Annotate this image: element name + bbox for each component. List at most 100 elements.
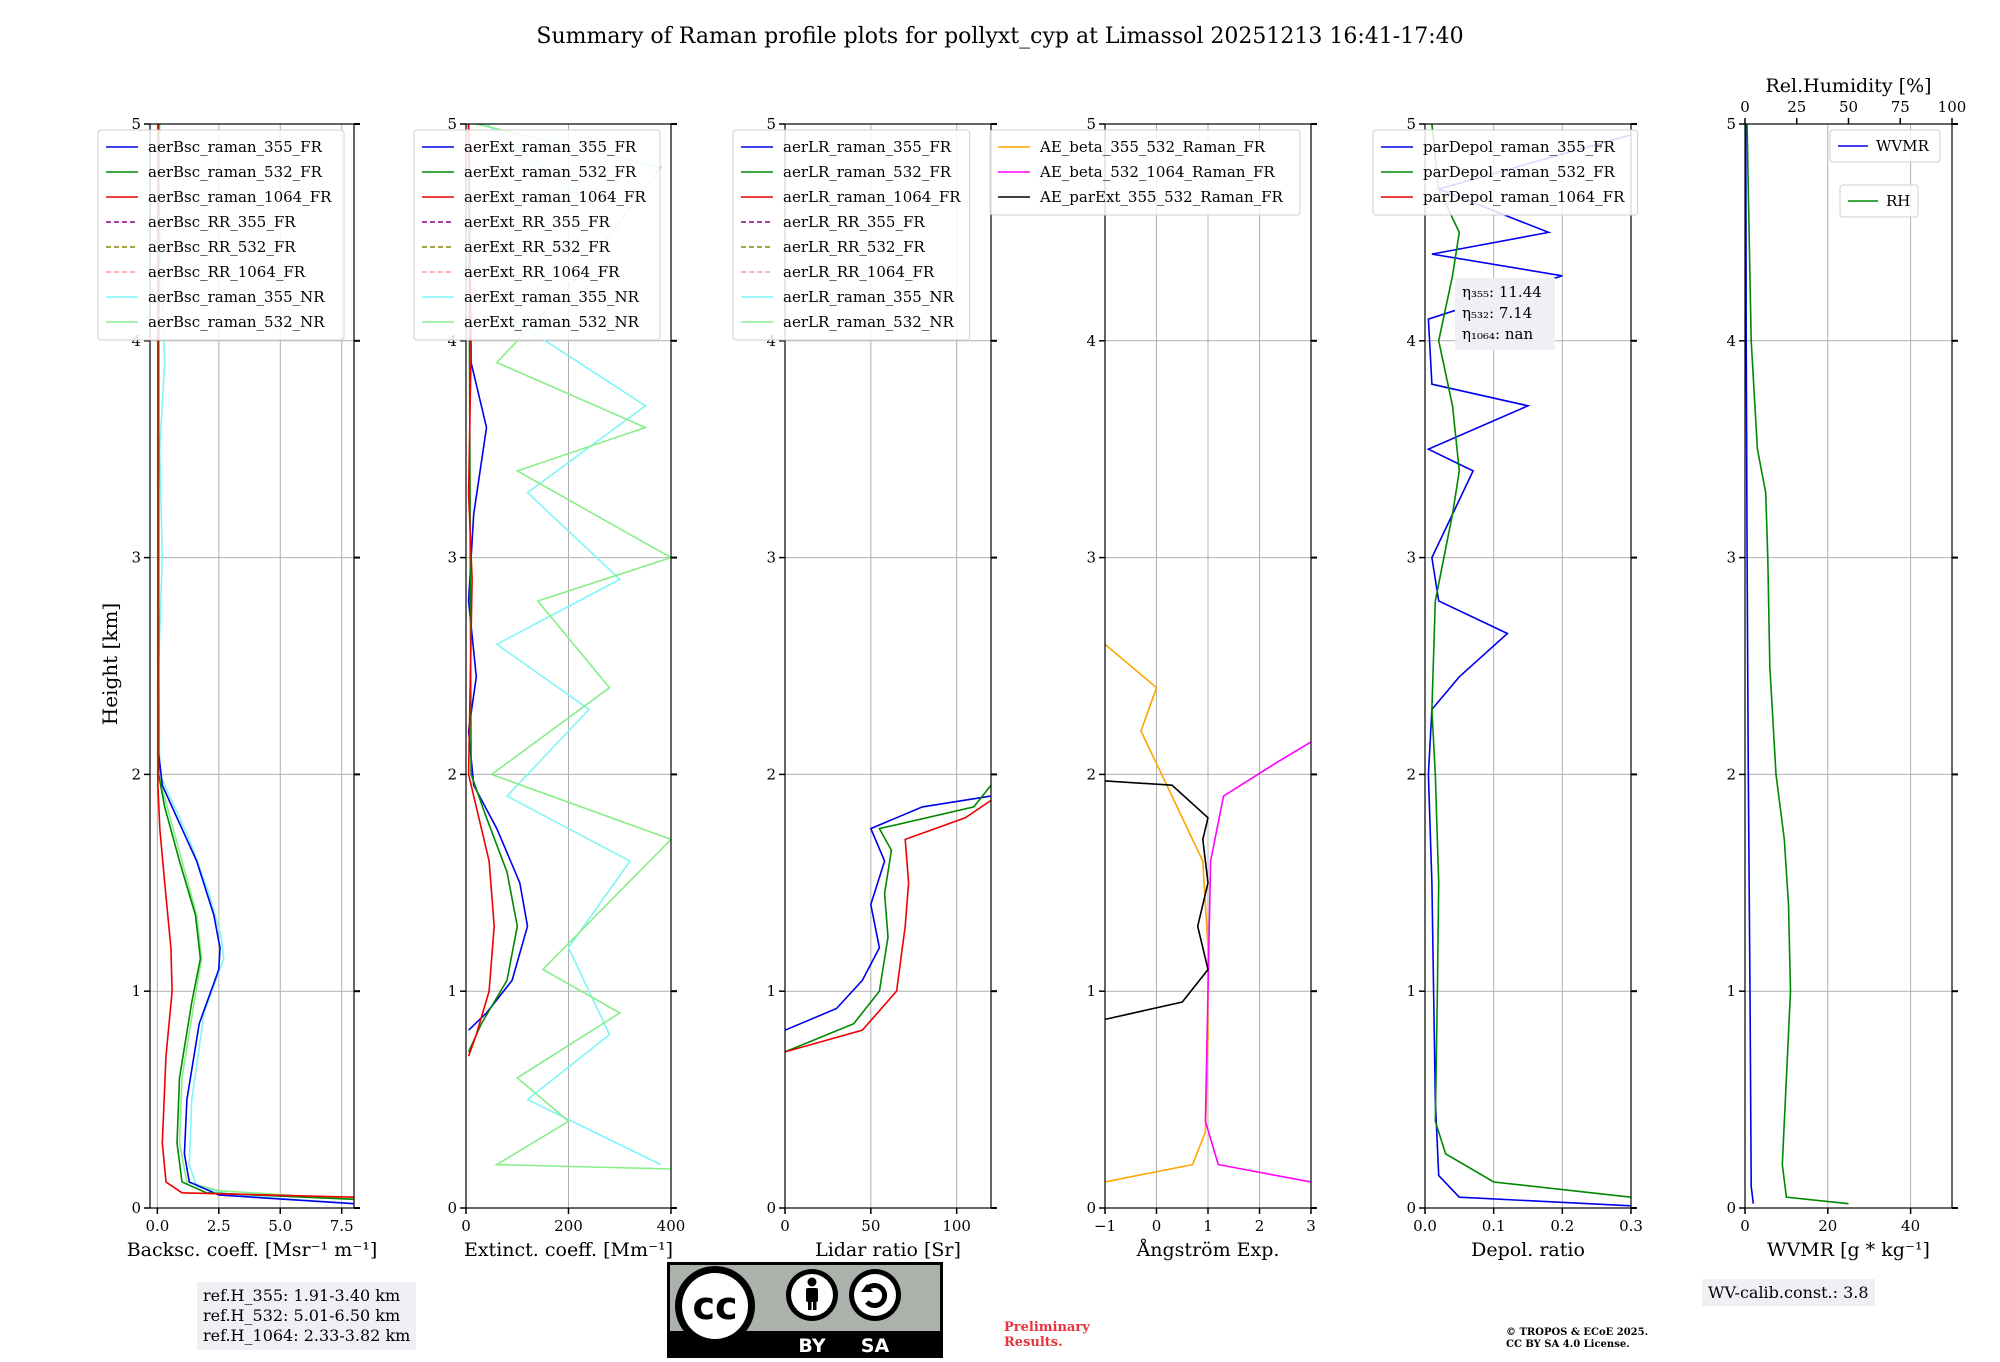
series-line-aerLR_raman_1064_FR — [785, 799, 991, 1053]
series-group — [1745, 124, 1849, 1205]
series-line-aerBsc_raman_355_FR — [157, 124, 354, 1205]
legend-label: aerLR_RR_355_FR — [783, 213, 925, 231]
annotation-text: η₅₃₂: 7.14 — [1462, 304, 1532, 322]
y-tick-label: 2 — [447, 765, 457, 783]
axes-frame — [149, 123, 355, 1209]
x-tick-label: 0.3 — [1619, 1217, 1643, 1235]
series-group — [785, 784, 991, 1053]
y-tick-label: 3 — [1726, 549, 1736, 567]
x-tick-label: 200 — [554, 1217, 583, 1235]
x-tick-label: 400 — [657, 1217, 686, 1235]
x-tick-label: 0.2 — [1550, 1217, 1574, 1235]
y-tick-label: 4 — [131, 332, 141, 350]
legend-label: aerBsc_RR_532_FR — [148, 238, 296, 256]
x-tick-label: 2.5 — [207, 1217, 231, 1235]
y-tick-label: 1 — [1406, 982, 1416, 1000]
y-tick-label: 1 — [1086, 982, 1096, 1000]
legend-label: aerBsc_raman_1064_FR — [148, 188, 332, 206]
x-axis-label: Backsc. coeff. [Msr⁻¹ m⁻¹] — [127, 1239, 378, 1261]
axes-frame — [784, 123, 992, 1209]
cc-by-sa-license-badge[interactable]: cc BY SA — [667, 1262, 943, 1362]
x-axis-label: Depol. ratio — [1471, 1239, 1585, 1261]
y-tick-label: 2 — [131, 765, 141, 783]
series-line-parDepol_raman_532_FR — [1431, 124, 1631, 1198]
annotation-text: η₃₅₅: 11.44 — [1462, 283, 1542, 301]
legend-box: AE_beta_355_532_Raman_FR AE_beta_532_1064… — [989, 129, 1301, 216]
x2-tick-label: 25 — [1787, 98, 1806, 116]
attribution-icon — [786, 1269, 838, 1321]
copyright-line-1: © TROPOS & ECoE 2025. — [1506, 1327, 1649, 1338]
y-tick-label: 0 — [131, 1199, 141, 1217]
y-tick-label: 3 — [131, 549, 141, 567]
x-axis-label: Extinct. coeff. [Mm⁻¹] — [464, 1239, 673, 1261]
y-tick-label: 0 — [1406, 1199, 1416, 1217]
legend-frame — [1372, 129, 1639, 216]
legend-label: aerExt_raman_1064_FR — [464, 188, 646, 206]
y-tick-label: 1 — [1726, 982, 1736, 1000]
x-tick-label: 3 — [1306, 1217, 1316, 1235]
x-tick-label: 0.1 — [1482, 1217, 1506, 1235]
series-line-aerLR_raman_355_FR — [785, 795, 991, 1031]
ref-h-532: ref.H_532: 5.01-6.50 km — [203, 1306, 401, 1325]
series-line-aerExt_raman_532_FR — [467, 124, 519, 1053]
annotation-text: η₁₀₆₄: nan — [1462, 325, 1533, 343]
x2-tick-label: 100 — [1938, 98, 1967, 116]
y-tick-label: 4 — [1406, 332, 1416, 350]
legend-label: aerLR_raman_355_NR — [783, 288, 954, 306]
y-tick-label: 1 — [131, 982, 141, 1000]
y-tick-label: 1 — [447, 982, 457, 1000]
x-tick-label: 50 — [861, 1217, 880, 1235]
series-group — [1105, 643, 1311, 1183]
legend-label: aerExt_raman_355_FR — [464, 138, 637, 156]
axes-frame — [1744, 123, 1953, 1209]
legend-label: aerBsc_RR_355_FR — [148, 213, 296, 231]
y-tick-label: 4 — [1726, 332, 1736, 350]
x-tick-label: 2 — [1255, 1217, 1265, 1235]
preliminary-line-2: Results. — [1004, 1335, 1063, 1350]
legend-label: aerBsc_raman_355_FR — [148, 138, 323, 156]
legend-frame — [413, 129, 661, 341]
x-tick-label: 0 — [1152, 1217, 1162, 1235]
series-group — [157, 124, 354, 1205]
x-tick-label: 7.5 — [330, 1217, 354, 1235]
copyright-line-2: CC BY SA 4.0 License. — [1506, 1339, 1630, 1350]
series-line-parDepol_raman_355_FR — [1426, 134, 1631, 1207]
x-tick-label: 40 — [1901, 1217, 1920, 1235]
y-tick-label: 5 — [1406, 115, 1416, 133]
x-tick-label: 0 — [1740, 1217, 1750, 1235]
cc-logo-text: cc — [692, 1284, 737, 1328]
reference-height-box: ref.H_355: 1.91-3.40 km ref.H_532: 5.01-… — [197, 1282, 417, 1350]
legend-frame — [1829, 129, 1941, 163]
ref-h-1064: ref.H_1064: 2.33-3.82 km — [203, 1326, 411, 1345]
share-alike-icon — [849, 1269, 901, 1321]
legend-frame — [732, 129, 971, 341]
legend-label: aerExt_RR_1064_FR — [464, 263, 620, 281]
legend-frame — [989, 129, 1301, 216]
y-tick-label: 2 — [1406, 765, 1416, 783]
x-tick-label: 0 — [461, 1217, 471, 1235]
depol-annotation-box: η₃₅₅: 11.44 η₅₃₂: 7.14 η₁₀₆₄: nan — [1455, 278, 1555, 350]
x-axis-label: Ångström Exp. — [1136, 1239, 1280, 1261]
wv-calib-constant: WV-calib.const.: 3.8 — [1708, 1283, 1869, 1302]
legend-box: aerExt_raman_355_FR aerExt_raman_532_FRae… — [413, 129, 661, 341]
panel-2: 0 1 2 3 4 5 0 200 400 Extinct. coeff. [Mm⁻¹] aerEx… — [413, 115, 686, 1261]
y-tick-label: 3 — [1406, 549, 1416, 567]
x2-tick-label: 50 — [1839, 98, 1858, 116]
panel-5: 0 1 2 3 4 5 0.0 0.1 0.2 0.3 Depol. ratio parDepol_r… — [1372, 115, 1643, 1261]
series-line-AE_beta_532_1064_Raman_FR — [1204, 741, 1311, 1183]
legend-label: parDepol_raman_355_FR — [1423, 138, 1616, 156]
y-tick-label: 3 — [447, 549, 457, 567]
y-tick-label: 3 — [766, 549, 776, 567]
panel-1: 0 1 2 3 4 5 0.0 2.5 5.0 7.5 Backsc. coeff. [Msr⁻¹ … — [97, 115, 378, 1261]
legend-frame — [97, 129, 345, 341]
legend-box: RH — [1839, 184, 1919, 218]
x-tick-label: −1 — [1094, 1217, 1116, 1235]
x-tick-label: 5.0 — [268, 1217, 292, 1235]
legend-label: aerBsc_raman_532_FR — [148, 163, 323, 181]
x2-tick-label: 0 — [1740, 98, 1750, 116]
legend-box: parDepol_raman_355_FR parDepol_raman_532_… — [1372, 129, 1639, 216]
series-line-RH — [1746, 124, 1849, 1205]
